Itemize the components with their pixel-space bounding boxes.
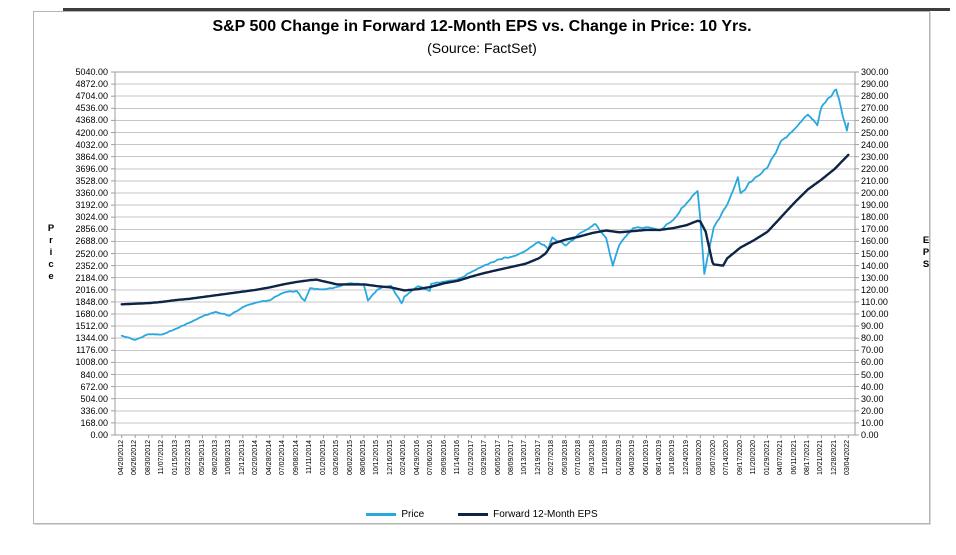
- eps-line-swatch: [458, 512, 489, 516]
- left-axis-tick-label: 1848.00: [75, 296, 108, 307]
- price-line-swatch: [366, 512, 397, 516]
- left-axis-tick-label: 3024.00: [75, 212, 108, 223]
- right-axis-tick-label: 270.00: [861, 103, 889, 114]
- left-axis-tick-label: 840.00: [80, 369, 108, 380]
- left-axis-tick-label: 4200.00: [75, 127, 108, 138]
- legend-item-price: Price: [366, 509, 424, 520]
- y-axis-right-title: E P S: [922, 235, 930, 271]
- left-axis-tick-label: 3864.00: [75, 151, 108, 162]
- right-axis-tick-label: 90.00: [861, 321, 884, 332]
- left-axis-tick-label: 672.00: [80, 381, 108, 392]
- chart-title: S&P 500 Change in Forward 12-Month EPS v…: [212, 18, 752, 35]
- right-axis-tick-label: 150.00: [861, 248, 889, 259]
- left-axis-tick-label: 1512.00: [75, 321, 108, 332]
- right-axis-tick-label: 10.00: [861, 417, 884, 428]
- left-axis-tick-label: 2688.00: [75, 236, 108, 247]
- right-axis-tick-label: 70.00: [861, 345, 884, 356]
- left-axis-tick-label: 4368.00: [75, 115, 108, 126]
- left-axis-tick-label: 4872.00: [75, 79, 108, 90]
- left-axis-tick-label: 2184.00: [75, 272, 108, 283]
- legend-item-eps: Forward 12-Month EPS: [458, 509, 598, 520]
- left-axis-tick-label: 4536.00: [75, 103, 108, 114]
- right-axis-tick-label: 100.00: [861, 309, 889, 319]
- left-axis-tick-label: 3192.00: [75, 200, 108, 211]
- left-axis-tick-label: 0.00: [90, 430, 108, 440]
- price-line: [120, 88, 850, 341]
- legend: Price Forward 12-Month EPS: [33, 506, 931, 522]
- left-axis-tick-label: 168.00: [80, 417, 108, 428]
- right-axis-tick-label: 40.00: [861, 381, 884, 392]
- right-axis-tick-label: 30.00: [861, 393, 884, 404]
- right-axis-tick-label: 210.00: [861, 175, 889, 186]
- right-axis-tick-label: 80.00: [861, 333, 884, 344]
- right-axis-tick-label: 260.00: [861, 115, 889, 126]
- left-axis-tick-label: 1680.00: [75, 309, 108, 319]
- left-axis-tick-label: 3528.00: [75, 175, 108, 186]
- top-divider: [63, 8, 950, 11]
- legend-label-eps: Forward 12-Month EPS: [493, 508, 598, 520]
- eps-line: [120, 153, 850, 306]
- left-axis-tick-label: 4704.00: [75, 91, 108, 102]
- left-axis-tick-label: 1008.00: [75, 357, 108, 368]
- left-axis-tick-label: 4032.00: [75, 139, 108, 150]
- right-axis-tick-label: 60.00: [861, 357, 884, 368]
- left-axis-tick-label: 3696.00: [75, 163, 108, 174]
- right-axis-tick-label: 300.00: [861, 67, 889, 77]
- left-axis-tick-label: 3360.00: [75, 188, 108, 198]
- right-axis-tick-label: 120.00: [861, 284, 889, 295]
- left-axis-tick-label: 1176.00: [76, 345, 108, 356]
- right-axis-tick-label: 200.00: [861, 188, 889, 198]
- right-axis-tick-label: 50.00: [861, 369, 884, 380]
- legend-label-price: Price: [401, 508, 425, 520]
- left-axis-tick-label: 2352.00: [75, 260, 108, 271]
- chart-subtitle: (Source: FactSet): [427, 40, 537, 56]
- right-axis-tick-label: 240.00: [861, 139, 889, 150]
- right-axis-tick-label: 160.00: [861, 236, 889, 247]
- y-axis-left-title: P r i c e: [47, 223, 55, 283]
- right-axis-tick-label: 140.00: [861, 260, 889, 271]
- left-axis-tick-label: 2856.00: [75, 224, 108, 235]
- right-axis-tick-label: 170.00: [861, 224, 889, 235]
- right-axis-tick-label: 20.00: [861, 405, 884, 416]
- left-axis-tick-label: 5040.00: [75, 67, 108, 77]
- right-axis-tick-label: 0.00: [861, 430, 879, 440]
- left-axis-tick-label: 2520.00: [75, 248, 108, 259]
- right-axis-tick-label: 130.00: [861, 272, 889, 283]
- left-axis-tick-label: 2016.00: [75, 284, 108, 295]
- right-axis-tick-label: 110.00: [861, 296, 888, 307]
- right-axis-tick-label: 280.00: [861, 91, 889, 102]
- left-axis-tick-label: 1344.00: [75, 333, 108, 344]
- right-axis-tick-label: 230.00: [861, 151, 889, 162]
- right-axis-tick-label: 190.00: [861, 200, 889, 211]
- right-axis-tick-label: 250.00: [861, 127, 889, 138]
- right-axis-tick-label: 180.00: [861, 212, 889, 223]
- right-axis-tick-label: 220.00: [861, 163, 889, 174]
- left-axis-tick-label: 336.00: [80, 405, 108, 416]
- right-axis-tick-label: 290.00: [861, 79, 889, 90]
- left-axis-tick-label: 504.00: [80, 393, 108, 404]
